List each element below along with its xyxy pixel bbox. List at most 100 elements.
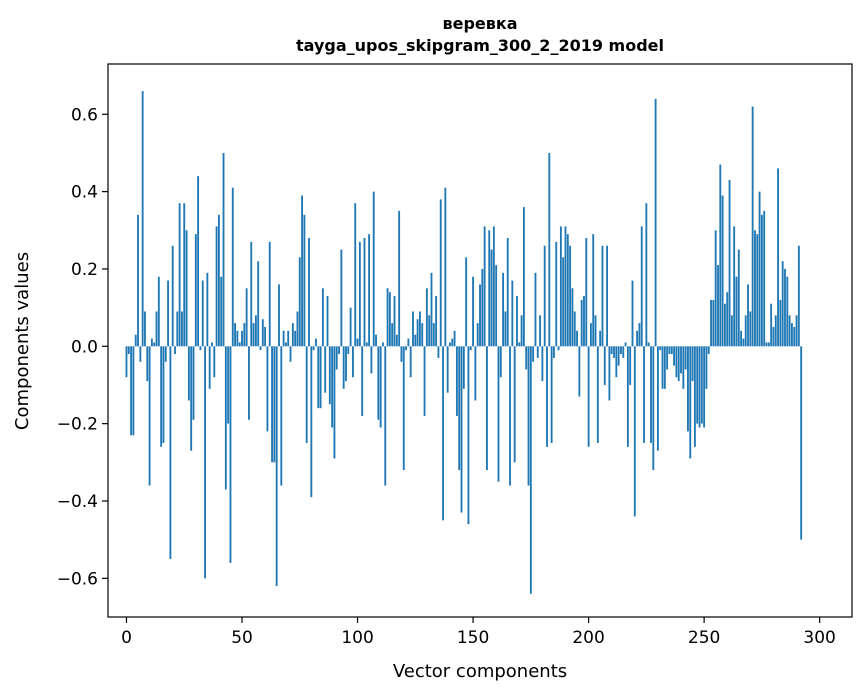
plot-frame [107,63,853,618]
bar [670,346,673,355]
y-tick-label: 0.6 [71,105,98,125]
bar [377,346,380,420]
bar [162,346,165,443]
bar [589,323,592,347]
bar [661,346,664,389]
bar [266,346,269,432]
bar [333,346,336,459]
bar [338,346,340,355]
bar [127,346,130,355]
bar [268,241,271,347]
x-axis-label: Vector components [393,661,567,682]
bar [656,346,659,451]
bar [520,315,523,347]
bar [312,346,315,351]
bar [569,245,572,347]
bar [250,241,253,347]
bar [629,346,632,385]
bar [345,346,347,382]
bar [460,346,463,513]
bar [363,238,366,347]
bar [703,346,706,428]
bar [174,346,176,355]
bar [192,346,195,420]
bar [153,342,156,347]
bar [430,272,433,347]
bar [479,284,481,347]
bar [125,346,128,378]
bar [181,311,183,347]
x-tick-label: 150 [457,628,489,648]
bar [243,323,246,347]
bar [583,296,585,347]
bar [248,346,250,420]
x-tick-label: 300 [803,628,835,648]
bar [730,315,733,347]
bar [592,234,595,347]
x-tick-label: 250 [688,628,720,648]
bar [788,315,791,347]
bar [354,203,357,347]
bar [324,346,327,393]
bar [481,268,484,347]
bar [647,342,650,347]
bar [717,265,719,347]
bar [356,338,359,347]
bar [506,238,509,347]
bar [737,249,740,347]
bar [229,346,232,563]
bar [765,342,768,347]
bar [511,280,514,347]
bar [303,214,306,347]
bar [668,346,671,355]
bar [340,249,343,347]
bar [215,226,218,347]
bar [347,346,350,355]
bar [513,346,516,463]
bar [326,296,329,347]
bar [740,330,743,347]
bar [425,288,428,347]
bar [298,257,301,347]
x-tick-label: 200 [572,628,604,648]
bar [144,311,146,347]
bar [550,346,553,443]
bar [407,338,410,347]
bar [774,315,777,347]
bar [751,106,754,347]
bar [388,292,391,347]
bar [797,245,800,347]
bar [529,346,532,594]
bar [596,346,599,443]
bar [132,346,135,436]
bar [800,346,803,540]
bar [650,346,652,443]
bar [562,257,565,347]
bar [472,276,474,347]
bar [603,346,606,385]
bar [571,288,574,347]
bar [633,346,636,517]
bar [580,299,583,347]
bar [578,346,581,397]
bar [601,245,604,347]
x-axis: 0 50 100 150 200 250 300 [121,617,836,648]
bar [714,230,717,347]
bar [504,311,507,347]
bar [358,241,361,347]
bar [465,257,468,347]
bar [486,346,488,471]
bar [331,346,334,428]
bar [150,338,153,347]
bar [375,334,377,347]
bar [176,311,179,347]
bar [190,346,193,451]
bar [400,346,403,362]
bar [296,311,299,347]
bar [585,238,588,347]
bar [213,346,216,378]
bar [194,234,197,347]
bar [148,346,151,486]
bar [405,346,407,351]
